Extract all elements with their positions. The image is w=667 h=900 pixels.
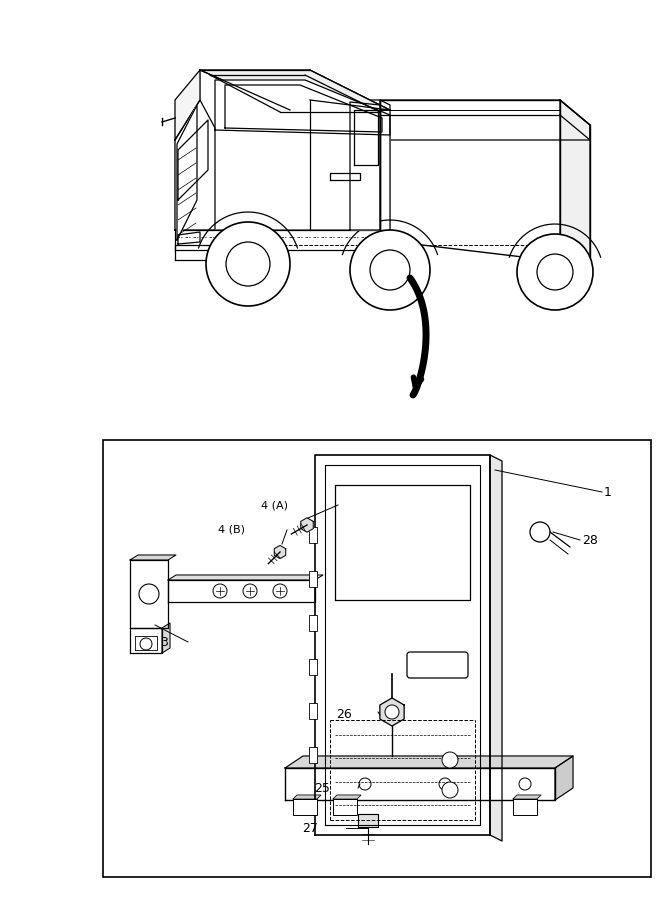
- Polygon shape: [293, 795, 321, 799]
- Polygon shape: [177, 105, 197, 240]
- Circle shape: [213, 584, 227, 598]
- Circle shape: [140, 638, 152, 650]
- Circle shape: [139, 584, 159, 604]
- Polygon shape: [130, 560, 168, 628]
- Polygon shape: [380, 698, 404, 726]
- Circle shape: [519, 778, 531, 790]
- Bar: [513, 799, 537, 815]
- Bar: [309, 747, 317, 763]
- Bar: [309, 615, 317, 631]
- Polygon shape: [168, 580, 315, 602]
- Polygon shape: [555, 756, 573, 800]
- Text: 27: 27: [302, 822, 318, 834]
- Polygon shape: [175, 70, 390, 230]
- Circle shape: [243, 584, 257, 598]
- Polygon shape: [335, 485, 470, 600]
- Text: 1: 1: [604, 485, 612, 499]
- Polygon shape: [285, 768, 555, 800]
- Bar: [293, 799, 317, 815]
- Polygon shape: [162, 623, 170, 653]
- Polygon shape: [175, 100, 215, 230]
- Polygon shape: [560, 100, 590, 265]
- Polygon shape: [333, 795, 361, 799]
- Polygon shape: [301, 518, 313, 532]
- Circle shape: [385, 705, 399, 719]
- Text: 4 (B): 4 (B): [218, 525, 245, 535]
- Text: 26: 26: [336, 708, 352, 722]
- Circle shape: [350, 230, 430, 310]
- Polygon shape: [490, 455, 502, 841]
- Polygon shape: [274, 545, 285, 559]
- Polygon shape: [175, 70, 200, 140]
- Bar: [309, 527, 317, 543]
- Polygon shape: [175, 230, 390, 250]
- Bar: [309, 703, 317, 719]
- Bar: [333, 799, 357, 815]
- Circle shape: [439, 778, 451, 790]
- Polygon shape: [200, 70, 390, 110]
- Text: 25: 25: [314, 781, 330, 795]
- Circle shape: [273, 584, 287, 598]
- Circle shape: [517, 234, 593, 310]
- Polygon shape: [130, 555, 176, 560]
- Bar: [309, 659, 317, 675]
- Bar: [103, 440, 651, 877]
- Polygon shape: [315, 455, 490, 835]
- Bar: [309, 571, 317, 587]
- Polygon shape: [168, 575, 323, 580]
- Polygon shape: [358, 814, 378, 827]
- Text: 28: 28: [582, 534, 598, 546]
- Polygon shape: [175, 245, 220, 260]
- Polygon shape: [513, 795, 541, 799]
- Text: 4 (A): 4 (A): [261, 500, 288, 510]
- Circle shape: [359, 778, 371, 790]
- Polygon shape: [350, 102, 380, 230]
- Polygon shape: [215, 80, 390, 135]
- Polygon shape: [380, 100, 590, 140]
- Circle shape: [442, 752, 458, 768]
- FancyBboxPatch shape: [407, 652, 468, 678]
- Polygon shape: [380, 100, 390, 240]
- Circle shape: [206, 222, 290, 306]
- Polygon shape: [285, 756, 573, 768]
- Circle shape: [442, 782, 458, 798]
- Circle shape: [530, 522, 550, 542]
- Text: 3: 3: [160, 635, 168, 649]
- Polygon shape: [130, 628, 162, 653]
